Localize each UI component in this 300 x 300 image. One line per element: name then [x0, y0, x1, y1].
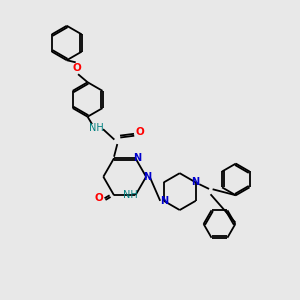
Text: NH: NH	[123, 190, 137, 200]
Text: N: N	[144, 172, 152, 182]
Text: O: O	[95, 193, 103, 203]
Text: N: N	[160, 196, 168, 206]
Text: N: N	[133, 153, 141, 163]
Text: O: O	[135, 127, 144, 137]
Text: NH: NH	[89, 123, 104, 133]
Text: N: N	[192, 177, 200, 188]
Text: O: O	[73, 63, 82, 73]
